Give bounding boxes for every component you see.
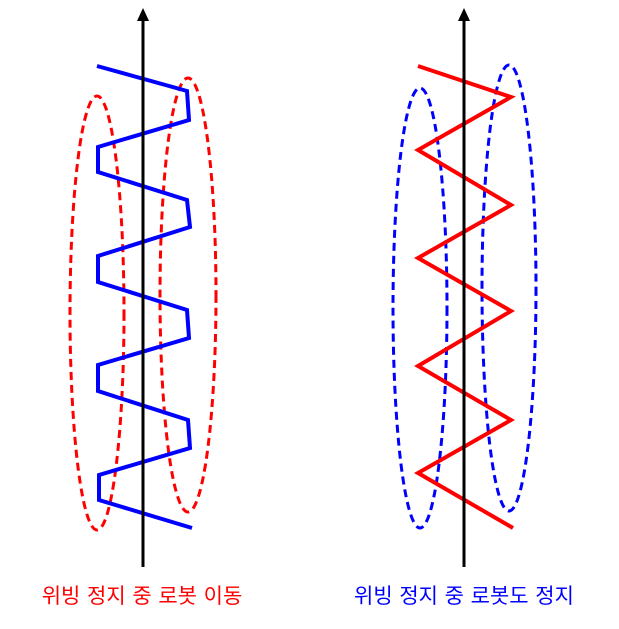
arrow-up-icon: [458, 8, 470, 21]
panel-right: 위빙 정지 중 로봇도 정지: [354, 8, 574, 608]
arrow-up-icon: [137, 8, 149, 21]
left-weave-ellipse-2: [158, 76, 218, 514]
left-caption: 위빙 정지 중 로봇 이동: [42, 584, 243, 608]
panel-left: 위빙 정지 중 로봇 이동: [42, 8, 243, 608]
right-weave-ellipse-1: [391, 86, 449, 530]
right-weave-ellipse-2: [480, 63, 538, 513]
left-weave-ellipse-1: [68, 94, 126, 532]
right-caption: 위빙 정지 중 로봇도 정지: [354, 584, 574, 608]
